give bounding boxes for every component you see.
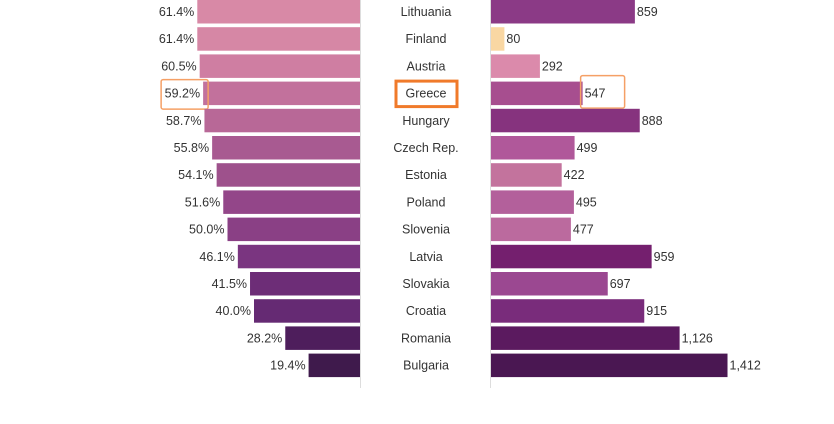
category-label: Latvia xyxy=(409,250,442,264)
category-label: Hungary xyxy=(402,114,450,128)
left-bar[interactable] xyxy=(223,190,360,214)
highlight-box-right-value xyxy=(579,74,626,109)
right-value-label: 495 xyxy=(576,195,597,209)
right-bar[interactable] xyxy=(491,81,583,106)
right-value-label: 80 xyxy=(506,32,520,46)
left-bar[interactable] xyxy=(285,326,360,350)
left-value-label: 19.4% xyxy=(270,359,305,373)
category-label: Austria xyxy=(407,59,446,73)
right-bar[interactable] xyxy=(491,190,574,214)
left-value-label: 61.4% xyxy=(159,32,194,46)
category-label: Finland xyxy=(406,32,447,46)
right-bar[interactable] xyxy=(491,27,505,51)
category-label: Poland xyxy=(407,195,446,209)
right-bar[interactable] xyxy=(491,299,645,323)
left-value-label: 50.0% xyxy=(189,223,224,237)
right-value-label: 888 xyxy=(642,114,663,128)
right-value-label: 915 xyxy=(646,304,667,318)
right-bar[interactable] xyxy=(491,353,728,378)
right-bar[interactable] xyxy=(491,326,680,350)
left-bar[interactable] xyxy=(227,217,361,242)
category-label: Romania xyxy=(401,331,451,345)
right-value-label: 859 xyxy=(637,5,658,19)
right-bar[interactable] xyxy=(491,54,540,78)
left-bar[interactable] xyxy=(212,136,360,160)
left-bar[interactable] xyxy=(216,163,360,187)
highlight-box-left-value xyxy=(160,78,209,110)
right-bar[interactable] xyxy=(491,0,635,24)
right-bar[interactable] xyxy=(491,244,652,269)
category-label: Greece xyxy=(406,87,447,101)
highlight-box-category xyxy=(394,79,459,109)
left-value-label: 41.5% xyxy=(212,277,247,291)
category-label: Slovakia xyxy=(402,277,449,291)
right-bar[interactable] xyxy=(491,108,640,133)
left-value-label: 61.4% xyxy=(159,5,194,19)
right-value-label: 499 xyxy=(577,141,598,155)
right-bar[interactable] xyxy=(491,217,571,242)
right-value-label: 292 xyxy=(542,59,563,73)
right-value-label: 959 xyxy=(654,250,675,264)
left-value-label: 59.2% xyxy=(165,87,200,101)
left-value-label: 46.1% xyxy=(199,250,234,264)
left-value-label: 51.6% xyxy=(185,195,220,209)
left-value-label: 54.1% xyxy=(178,168,213,182)
category-label: Estonia xyxy=(405,168,447,182)
right-value-label: 697 xyxy=(610,277,631,291)
left-bar[interactable] xyxy=(237,244,360,269)
left-bar[interactable] xyxy=(250,272,360,296)
right-value-label: 1,412 xyxy=(730,359,761,373)
left-value-label: 40.0% xyxy=(216,304,251,318)
left-value-label: 58.7% xyxy=(166,114,201,128)
left-bar[interactable] xyxy=(197,27,360,51)
left-bar[interactable] xyxy=(203,81,360,106)
right-value-label: 1,126 xyxy=(682,331,713,345)
right-bar[interactable] xyxy=(491,272,608,296)
right-bar[interactable] xyxy=(491,163,562,187)
left-bar[interactable] xyxy=(197,0,360,24)
category-label: Croatia xyxy=(406,304,446,318)
left-value-label: 28.2% xyxy=(247,331,282,345)
category-label: Czech Rep. xyxy=(393,141,458,155)
category-label: Lithuania xyxy=(401,5,452,19)
left-value-label: 55.8% xyxy=(174,141,209,155)
right-value-label: 547 xyxy=(585,87,606,101)
right-value-label: 422 xyxy=(564,168,585,182)
category-label: Bulgaria xyxy=(403,359,449,373)
left-bar[interactable] xyxy=(204,108,360,133)
category-label: Slovenia xyxy=(402,223,450,237)
left-bar[interactable] xyxy=(308,353,360,378)
left-bar[interactable] xyxy=(199,54,360,78)
right-bar[interactable] xyxy=(491,136,575,160)
left-bar[interactable] xyxy=(254,299,360,323)
left-value-label: 60.5% xyxy=(161,59,196,73)
right-value-label: 477 xyxy=(573,223,594,237)
